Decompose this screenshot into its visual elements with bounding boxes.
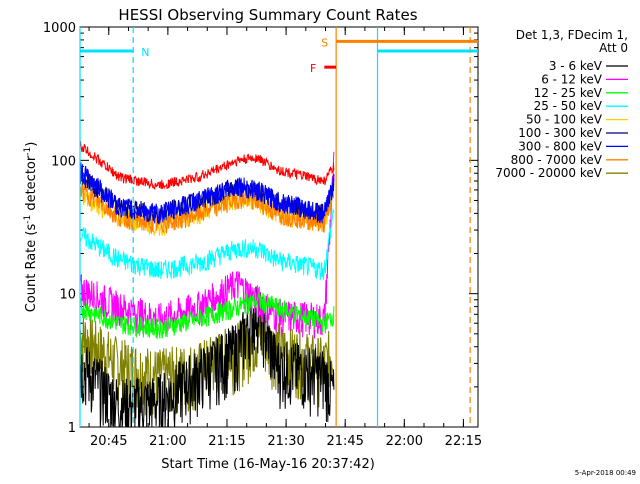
series-line — [79, 161, 335, 224]
x-tick-label: 21:45 — [326, 434, 363, 449]
legend-entry-label: 6 - 12 keV — [541, 72, 603, 86]
y-label-part: Count Rate (s — [24, 224, 39, 313]
legend-entry-label: 7000 - 20000 keV — [495, 166, 602, 180]
y-label-part: ) — [24, 142, 39, 147]
series-layer — [79, 140, 335, 428]
x-tick-label: 22:00 — [386, 434, 423, 449]
flags-layer: N SF — [79, 27, 478, 427]
legend-entry-label: 300 - 800 keV — [518, 139, 602, 153]
legend-entry-label: 25 - 50 keV — [534, 99, 603, 113]
y-tick-label: 10 — [59, 288, 76, 303]
x-tick-label: 22:15 — [445, 434, 482, 449]
y-tick-label: 100 — [51, 154, 76, 169]
x-tick-label: 21:00 — [149, 434, 186, 449]
legend-header: Det 1,3, FDecim 1, — [516, 28, 628, 42]
x-tick-label: 21:30 — [267, 434, 304, 449]
legend-entry-label: 800 - 7000 keV — [511, 153, 603, 167]
y-tick-label: 1000 — [43, 21, 76, 36]
y-label-sup: -1 — [23, 215, 33, 224]
y-tick-label: 1 — [68, 421, 76, 436]
y-label-part: detector — [24, 155, 39, 215]
footer-timestamp: 5-Apr-2018 00:49 — [575, 469, 636, 477]
legend-header: Att 0 — [599, 41, 628, 55]
legend-entry-label: 50 - 100 keV — [526, 113, 603, 127]
legend-entry-label: 12 - 25 keV — [534, 86, 603, 100]
series-line — [79, 291, 335, 340]
x-tick-label: 20:45 — [90, 434, 127, 449]
flag-label: N — [141, 46, 149, 59]
legend-entry-label: 100 - 300 keV — [518, 126, 602, 140]
chart-title: HESSI Observing Summary Count Rates — [118, 6, 417, 24]
series-line — [79, 140, 335, 191]
legend-entry-label: 3 - 6 keV — [549, 59, 603, 73]
series-line — [79, 286, 335, 428]
x-tick-label: 21:15 — [208, 434, 245, 449]
y-label-sup: -1 — [23, 147, 33, 156]
axes: 1 10 100 1000 20:45 21:00 21:15 21:30 21:45 22:00… — [43, 21, 482, 449]
flag-label: F — [310, 62, 316, 75]
flag-label: S — [321, 36, 328, 49]
x-axis-label: Start Time (16-May-16 20:37:42) — [161, 457, 375, 472]
series-line — [79, 207, 335, 281]
y-axis-label: Count Rate (s-1 detector-1) — [23, 142, 39, 313]
